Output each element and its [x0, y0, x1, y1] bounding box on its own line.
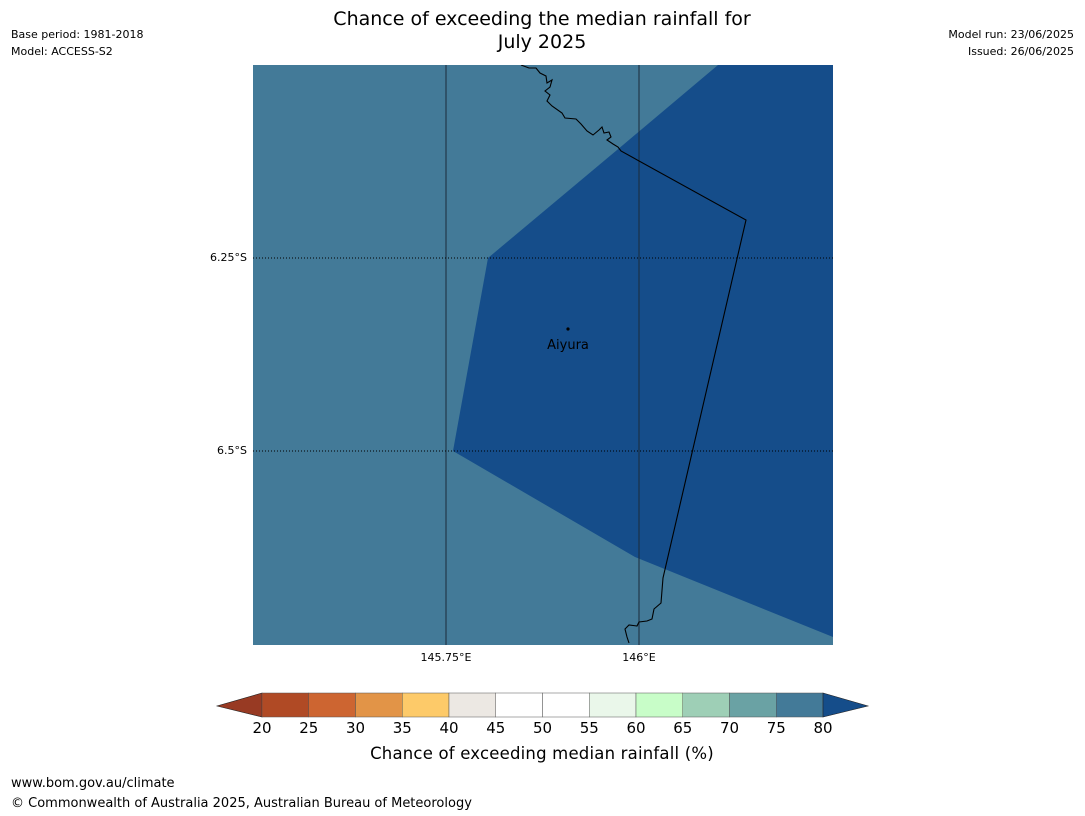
colorbar-bin-40-45	[448, 692, 496, 718]
colorbar-tick-label: 20	[252, 719, 272, 737]
colorbar-tick-label: 80	[813, 719, 833, 737]
meta-right: Model run: 23/06/2025 Issued: 26/06/2025	[948, 26, 1074, 60]
colorbar-bin-35-40	[402, 692, 450, 718]
colorbar-tick-label: 40	[439, 719, 459, 737]
aiyura-label: Aiyura	[547, 338, 589, 353]
model-text: Model: ACCESS-S2	[11, 45, 113, 58]
colorbar-tick-label: 50	[532, 719, 553, 737]
colorbar-tick-label: 60	[626, 719, 646, 737]
colorbar-tick-label: 65	[673, 719, 693, 737]
colorbar-bin-70-75	[729, 692, 777, 718]
title-line-1: Chance of exceeding the median rainfall …	[333, 8, 751, 30]
colorbar-high-extension	[822, 692, 870, 718]
colorbar-bin-25-30	[308, 692, 356, 718]
map-title: Chance of exceeding the median rainfall …	[242, 8, 842, 54]
colorbar-bin-65-70	[682, 692, 730, 718]
aiyura-marker	[566, 327, 570, 331]
colorbar-bin-50-55	[542, 692, 590, 718]
colorbar-tick-label: 35	[392, 719, 412, 737]
model-run-text: Model run: 23/06/2025	[948, 28, 1074, 41]
colorbar-tick-label: 70	[719, 719, 740, 737]
colorbar-bin-30-35	[355, 692, 403, 718]
colorbar-tick-label: 25	[299, 719, 319, 737]
meta-left: Base period: 1981-2018 Model: ACCESS-S2	[11, 26, 143, 60]
forecast-map: Aiyura	[253, 65, 833, 645]
colorbar	[215, 692, 870, 718]
colorbar-label: Chance of exceeding median rainfall (%)	[370, 744, 714, 763]
colorbar-tick-label: 30	[345, 719, 366, 737]
colorbar-tick-label: 55	[579, 719, 599, 737]
colorbar-bin-45-50	[495, 692, 543, 718]
province-boundary	[520, 65, 747, 644]
footer-copyright: © Commonwealth of Australia 2025, Austra…	[11, 796, 472, 811]
footer-website: www.bom.gov.au/climate	[11, 776, 175, 791]
lon-label-146: 146°E	[622, 651, 656, 664]
colorbar-bin-55-60	[589, 692, 637, 718]
colorbar-bin-75-80	[776, 692, 824, 718]
issued-text: Issued: 26/06/2025	[967, 45, 1074, 58]
colorbar-bin-20-25	[261, 692, 309, 718]
title-line-2: July 2025	[497, 31, 587, 53]
colorbar-bin-60-65	[635, 692, 683, 718]
lon-label-145-75: 145.75°E	[420, 651, 472, 664]
base-period-text: Base period: 1981-2018	[11, 28, 144, 41]
colorbar-low-extension	[215, 692, 263, 718]
lat-label-6-25: 6.25°S	[210, 251, 247, 264]
lat-label-6-5: 6.5°S	[217, 444, 247, 457]
region-75-80	[453, 65, 833, 637]
colorbar-tick-label: 45	[486, 719, 506, 737]
colorbar-tick-label: 75	[766, 719, 786, 737]
